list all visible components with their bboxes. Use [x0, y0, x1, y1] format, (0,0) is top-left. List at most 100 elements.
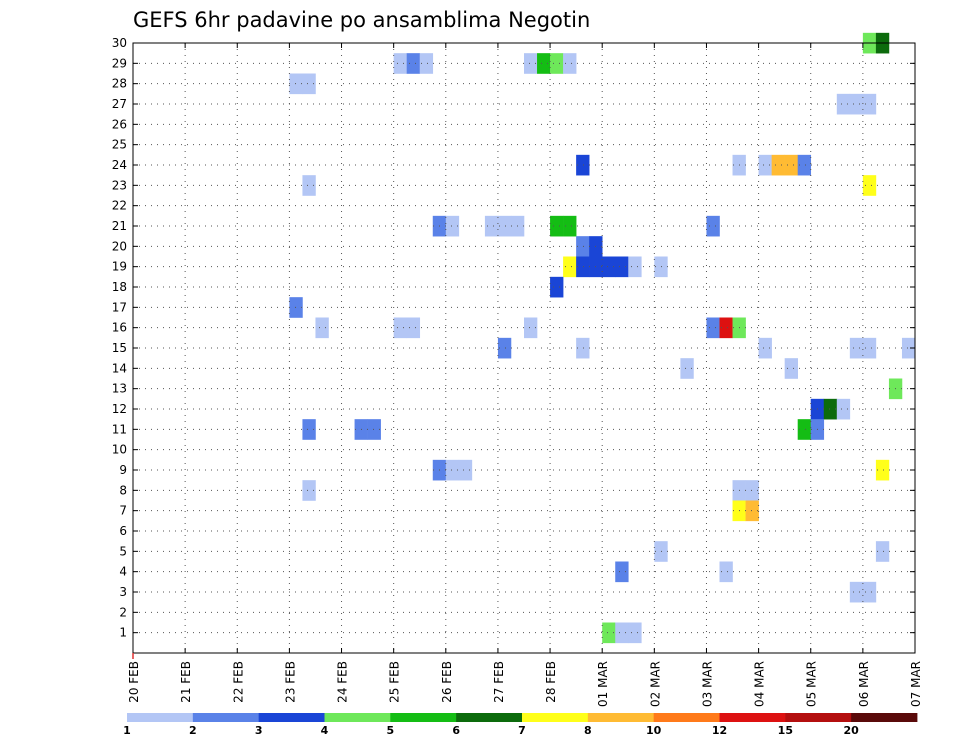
grid-lines: [133, 42, 915, 653]
colorbar-swatch: [127, 713, 194, 722]
precip-cell: [563, 215, 577, 237]
precip-cell: [771, 154, 785, 176]
y-axis-labels: 1234567891011121314151617181920212223242…: [112, 36, 127, 640]
precip-cell: [849, 581, 864, 603]
precip-cell: [563, 53, 577, 74]
precip-cell: [289, 297, 303, 318]
x-tick-label: 02 MAR: [648, 661, 662, 707]
colorbar-label: 15: [778, 724, 793, 737]
y-tick-label: 9: [119, 463, 127, 477]
precip-cell: [745, 480, 759, 501]
precip-cell: [784, 154, 798, 176]
precip-cell: [445, 459, 460, 481]
axis-ticks: [132, 42, 916, 659]
colorbar-label: 6: [452, 724, 460, 737]
colorbar-label: 4: [321, 724, 329, 737]
precip-cell: [302, 175, 316, 196]
y-tick-label: 25: [112, 138, 127, 152]
x-axis-labels: 20 FEB 21 FEB 22 FEB 23 FEB 24 FEB 25 FEB 26 F…: [127, 661, 923, 707]
y-tick-label: 27: [112, 97, 127, 111]
colorbar-label: 1: [123, 724, 131, 737]
chart-title: GEFS 6hr padavine po ansamblima Negotin: [133, 8, 590, 32]
x-tick-label: 27 FEB: [492, 661, 506, 703]
precip-cell: [367, 419, 381, 440]
precip-cell: [706, 215, 720, 237]
x-tick-label: 22 FEB: [231, 661, 245, 703]
y-tick-label: 20: [112, 239, 127, 253]
x-tick-label: 07 MAR: [909, 661, 923, 707]
precip-cell: [797, 154, 812, 176]
precip-cell: [315, 317, 329, 339]
x-tick-label: 24 FEB: [336, 661, 350, 703]
precip-cell: [862, 175, 877, 196]
precip-cell: [836, 93, 851, 115]
x-tick-label: 20 FEB: [127, 661, 141, 703]
precip-cell: [615, 256, 629, 278]
y-tick-label: 17: [112, 300, 127, 314]
precip-cell: [862, 581, 877, 603]
y-tick-label: 1: [119, 626, 127, 640]
y-tick-label: 28: [112, 77, 127, 91]
y-tick-label: 11: [112, 422, 127, 436]
y-tick-label: 18: [112, 280, 127, 294]
precip-cell: [289, 73, 303, 95]
precip-cells: [289, 32, 916, 644]
precip-cell: [628, 256, 642, 278]
y-tick-label: 24: [112, 158, 127, 172]
precip-cell: [836, 398, 851, 420]
colorbar-swatch: [719, 713, 786, 722]
precip-cell: [615, 622, 629, 644]
colorbar: 1 2 3 4 5 6 7 8 10 12 15 20: [123, 713, 918, 737]
precip-cell: [563, 256, 577, 278]
precip-cell: [797, 419, 812, 440]
precip-cell: [628, 622, 642, 644]
precip-cell: [302, 419, 316, 440]
x-tick-label: 05 MAR: [805, 661, 819, 707]
x-tick-label: 23 FEB: [283, 661, 297, 703]
precip-cell: [497, 337, 512, 359]
colorbar-swatch: [522, 713, 589, 722]
y-tick-label: 22: [112, 199, 127, 213]
precip-cell: [484, 215, 499, 237]
precip-cell: [576, 236, 590, 257]
precip-cell: [602, 256, 616, 278]
precip-cell: [849, 93, 864, 115]
x-tick-label: 28 FEB: [544, 661, 558, 703]
y-tick-label: 12: [112, 402, 127, 416]
precip-cell: [719, 317, 733, 339]
colorbar-label: 7: [518, 724, 526, 737]
colorbar-swatch: [390, 713, 457, 722]
precip-cell: [901, 337, 916, 359]
x-tick-label: 25 FEB: [388, 661, 402, 703]
precip-cell: [445, 215, 460, 237]
y-tick-label: 2: [119, 605, 127, 619]
precip-cell: [862, 93, 877, 115]
colorbar-label: 5: [387, 724, 395, 737]
precip-cell: [680, 358, 694, 379]
colorbar-swatch: [192, 713, 260, 722]
precip-cell: [524, 317, 538, 339]
precip-cell: [302, 480, 316, 501]
precip-cell: [758, 154, 772, 176]
y-tick-label: 16: [112, 321, 127, 335]
precip-cell: [576, 154, 590, 176]
colorbar-label: 10: [646, 724, 662, 737]
precip-cell: [706, 317, 720, 339]
precip-cell: [862, 337, 877, 359]
precip-cell: [537, 53, 551, 74]
y-tick-label: 4: [119, 565, 127, 579]
colorbar-swatch: [587, 713, 655, 722]
x-tick-label: 26 FEB: [440, 661, 454, 703]
y-tick-label: 15: [112, 341, 127, 355]
colorbar-swatch: [653, 713, 720, 722]
colorbar-swatch: [851, 713, 918, 722]
precip-cell: [875, 541, 890, 562]
x-tick-label: 04 MAR: [753, 661, 767, 707]
precip-cell: [875, 459, 890, 481]
y-tick-label: 19: [112, 260, 127, 274]
y-tick-label: 21: [112, 219, 127, 233]
y-tick-label: 3: [119, 585, 127, 599]
y-tick-label: 10: [112, 443, 127, 457]
precip-cell: [745, 500, 759, 522]
